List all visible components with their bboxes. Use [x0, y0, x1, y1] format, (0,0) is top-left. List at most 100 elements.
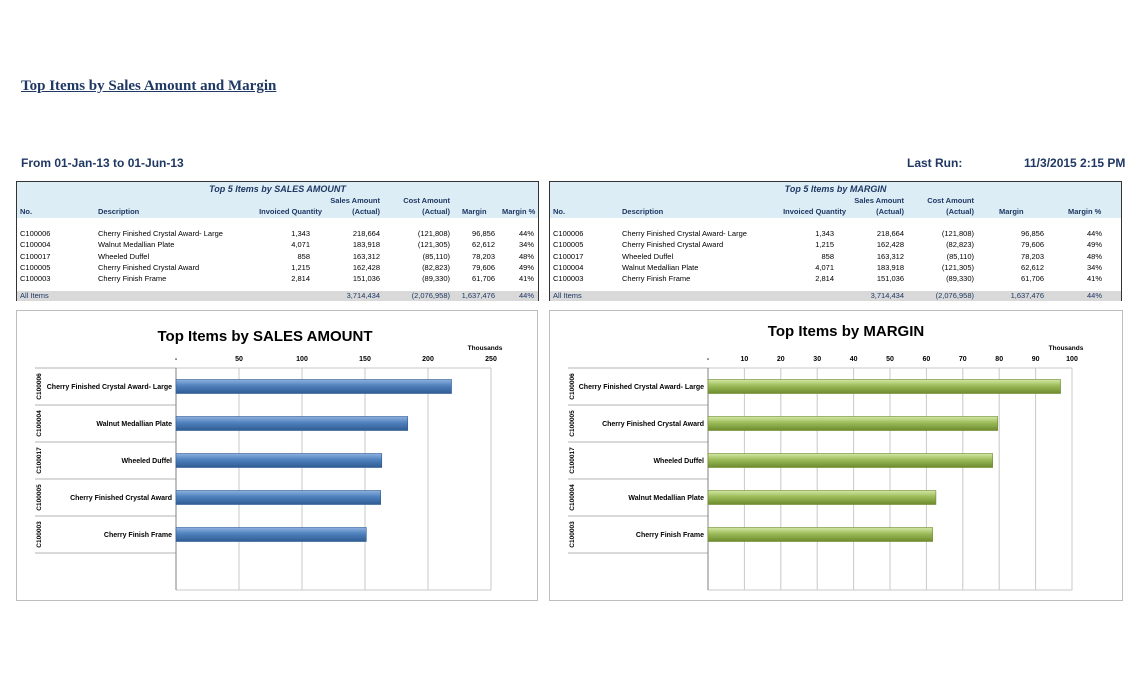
category-code: C100017 — [569, 447, 576, 474]
total-margin: 1,637,476 — [1010, 291, 1044, 300]
header-invoiced-quantity: Invoiced Quantity — [783, 207, 846, 216]
cell-description: Cherry Finish Frame — [622, 274, 691, 284]
header-sales-actual: (Actual) — [876, 207, 904, 216]
tick-label: 30 — [813, 356, 821, 363]
category-code: C100003 — [36, 521, 43, 548]
cell-margin-pct: 44% — [1086, 229, 1102, 238]
cell-margin-pct: 41% — [518, 274, 534, 284]
cell-cost-amount: (121,305) — [941, 262, 974, 272]
cell-quantity: 2,814 — [815, 274, 834, 284]
report-title: Top Items by Sales Amount and Margin — [21, 78, 277, 94]
total-row: All Items 3,714,434 (2,076,958) 1,637,476 44… — [550, 291, 1121, 301]
category-label: Wheeled Duffel — [121, 458, 172, 465]
cell-sales-amount: 163,312 — [876, 251, 904, 261]
cell-margin-pct: 34% — [1086, 262, 1102, 272]
total-margin: 1,637,476 — [461, 291, 495, 300]
cell-item-no: C100003 — [553, 274, 584, 284]
tick-label: 20 — [777, 356, 785, 363]
cell-cost-amount: (89,330) — [422, 274, 450, 284]
category-code: C100006 — [36, 373, 43, 400]
cell-cost-amount: (85,110) — [946, 251, 974, 261]
bar — [175, 527, 367, 542]
cell-cost-amount: (82,823) — [422, 262, 450, 272]
cell-margin: 96,856 — [1021, 229, 1044, 238]
chart-title: Top Items by SALES AMOUNT — [157, 328, 372, 345]
bar — [175, 416, 409, 431]
tick-label: 100 — [1066, 356, 1078, 363]
tick-label: 250 — [485, 356, 497, 363]
tick-label: 80 — [995, 356, 1003, 363]
header-cost-actual: (Actual) — [422, 207, 450, 216]
cell-margin: 61,706 — [472, 274, 495, 284]
cell-margin: 79,606 — [1021, 240, 1044, 250]
bar — [175, 490, 381, 505]
header-cost-amount: Cost Amount — [403, 196, 450, 205]
cell-margin: 78,203 — [1021, 251, 1044, 261]
cell-item-no: C100006 — [553, 229, 584, 238]
tick-label: 50 — [235, 356, 243, 363]
tick-label: 100 — [296, 356, 308, 363]
bar — [707, 527, 933, 542]
cell-sales-amount: 183,918 — [876, 262, 904, 272]
cell-quantity: 4,071 — [815, 262, 834, 272]
cell-item-no: C100017 — [553, 251, 584, 261]
category-label: Wheeled Duffel — [653, 458, 704, 465]
cell-item-no: C100004 — [20, 240, 51, 250]
tick-label: 10 — [741, 356, 749, 363]
table-row: C100005 Cherry Finished Crystal Award 1,21… — [550, 239, 1121, 250]
chart-margin[interactable]: Top Items by MARGIN Thousands - 10 20 30 40 50 6… — [549, 310, 1123, 601]
header-sales-amount: Sales Amount — [854, 196, 904, 205]
header-no: No. — [20, 207, 33, 216]
cell-margin-pct: 44% — [518, 229, 534, 238]
header-sales-actual: (Actual) — [352, 207, 380, 216]
cell-quantity: 1,343 — [815, 229, 834, 238]
table-row: C100006 Cherry Finished Crystal Award- La… — [17, 228, 538, 239]
last-run-label: Last Run: — [907, 156, 963, 170]
header-invoiced-quantity: Invoiced Quantity — [259, 207, 322, 216]
unit-label: Thousands — [468, 345, 503, 352]
cell-margin-pct: 41% — [1086, 274, 1102, 284]
category-code: C100005 — [569, 410, 576, 437]
category-label: Cherry Finished Crystal Award — [70, 495, 172, 502]
table-row: C100017 Wheeled Duffel 858 163,312 (85,110) 7… — [17, 251, 538, 262]
table-row: C100017 Wheeled Duffel 858 163,312 (85,110) 7… — [550, 251, 1121, 262]
category-label: Walnut Medallian Plate — [96, 421, 172, 428]
total-label: All Items — [553, 291, 582, 300]
bar — [707, 490, 937, 505]
bar — [707, 453, 993, 468]
total-margin-pct: 44% — [1086, 291, 1102, 300]
cell-cost-amount: (121,808) — [941, 229, 974, 238]
cell-sales-amount: 218,664 — [352, 229, 380, 238]
chart-margin-svg: Top Items by MARGIN Thousands - 10 20 30 40 50 6… — [568, 323, 1084, 591]
cell-sales-amount: 218,664 — [876, 229, 904, 238]
table-top-sales: Top 5 Items by SALES AMOUNT No. Descriptio… — [16, 181, 539, 301]
bar — [707, 416, 999, 431]
total-label: All Items — [20, 291, 49, 300]
category-code: C100004 — [569, 484, 576, 511]
header-no: No. — [553, 207, 566, 216]
cell-margin-pct: 48% — [1086, 251, 1102, 261]
bar — [175, 379, 452, 394]
cell-description: Cherry Finished Crystal Award- Large — [98, 229, 223, 238]
tick-label: 70 — [959, 356, 967, 363]
cell-quantity: 1,343 — [291, 229, 310, 238]
cell-description: Walnut Medallian Plate — [98, 240, 175, 250]
cell-item-no: C100004 — [553, 262, 584, 272]
header-margin: Margin — [999, 207, 1024, 216]
bar — [175, 453, 383, 468]
header-cost-amount: Cost Amount — [927, 196, 974, 205]
cell-margin: 62,612 — [1021, 262, 1044, 272]
cell-cost-amount: (121,305) — [417, 240, 450, 250]
total-sales-amount: 3,714,434 — [346, 291, 380, 300]
tick-label: 200 — [422, 356, 434, 363]
cell-item-no: C100005 — [553, 240, 584, 250]
cell-description: Wheeled Duffel — [98, 251, 150, 261]
table-row: C100004 Walnut Medallian Plate 4,071 183,91… — [550, 262, 1121, 273]
cell-margin-pct: 49% — [518, 262, 534, 272]
cell-margin: 96,856 — [472, 229, 495, 238]
cell-sales-amount: 162,428 — [876, 240, 904, 250]
category-code: C100003 — [569, 521, 576, 548]
cell-margin-pct: 49% — [1086, 240, 1102, 250]
chart-sales-amount[interactable]: Top Items by SALES AMOUNT Thousands - 50 100… — [16, 310, 538, 601]
cell-description: Cherry Finished Crystal Award — [98, 262, 200, 272]
